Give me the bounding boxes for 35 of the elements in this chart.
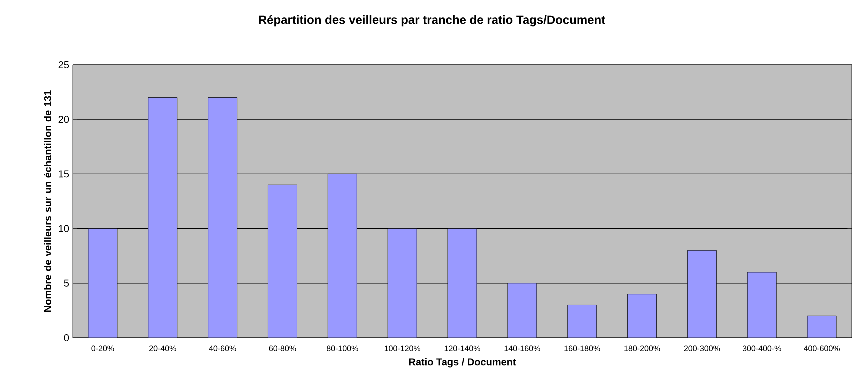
bar <box>208 98 238 338</box>
x-tick-label: 160-180% <box>564 346 600 352</box>
bar <box>388 228 418 338</box>
bar <box>688 250 717 338</box>
x-tick-label: 100-120% <box>384 346 421 352</box>
bar <box>448 228 478 338</box>
bar <box>88 228 118 338</box>
bar <box>568 305 598 338</box>
y-tick-label: 20 <box>58 116 70 124</box>
x-tick-label: 120-140% <box>444 346 480 352</box>
y-tick-label: 10 <box>59 225 70 232</box>
x-tick-label: 180-200% <box>624 346 660 352</box>
y-axis-title: Nombre de veilleurs sur un échantillon de 131 <box>44 90 52 312</box>
x-tick-label: 0-20% <box>92 346 114 352</box>
x-tick-label: 200-300% <box>684 346 720 352</box>
bar <box>807 316 837 338</box>
x-tick-label: 400-600% <box>804 346 840 352</box>
y-tick-label: 25 <box>58 61 70 69</box>
y-tick-label: 15 <box>59 170 70 178</box>
x-tick-label: 40-60% <box>209 346 236 352</box>
bar <box>268 184 298 338</box>
bar <box>328 174 358 338</box>
x-tick-label: 20-40% <box>150 346 176 352</box>
bar <box>747 272 777 338</box>
y-tick-label: 0 <box>64 334 70 342</box>
y-tick-label: 5 <box>64 280 70 287</box>
x-tick-label: 300-400-% <box>742 346 782 352</box>
chart-title: Répartition des veilleurs par tranche de ratio Tags/Document <box>259 15 606 27</box>
bar <box>508 283 538 338</box>
x-tick-label: 60-80% <box>269 346 296 352</box>
bar <box>628 294 657 338</box>
bar <box>148 98 178 338</box>
x-tick-label: 80-100% <box>326 346 358 352</box>
x-axis-title: Ratio Tags / Document <box>409 358 516 368</box>
x-tick-label: 140-160% <box>504 346 540 352</box>
